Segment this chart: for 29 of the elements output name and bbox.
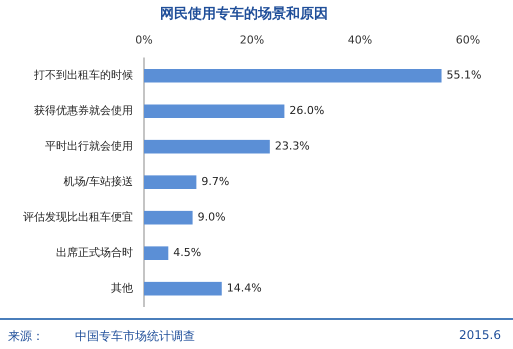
bar [144,140,270,154]
source-note: 来源： [8,328,44,345]
bar [144,68,442,83]
y-tick-label: 获得优惠券就会使用 [34,104,133,118]
chart-title: 网民使用专车的场景和原因 [160,5,328,22]
x-tick-label: 0% [135,33,153,46]
bar [144,210,193,224]
y-tick-label: 其他 [111,282,133,295]
y-tick-label: 平时出行就会使用 [45,140,133,153]
data-label: 14.4% [226,282,262,295]
data-label: 4.5% [173,246,202,260]
y-tick-label: 打不到出租车的时候 [33,68,133,82]
x-tick-label: 60% [456,33,480,46]
data-label: 26.0% [289,104,324,118]
x-tick-label: 40% [348,33,372,46]
y-tick-label: 出席正式场合时 [56,246,133,260]
y-tick-label: 评估发现比出租车便宜 [23,210,133,224]
bar [144,246,168,260]
text: 2015.6 [459,328,501,342]
data-label: 9.0% [198,210,226,224]
text: 中国专车市场统计调查 [75,328,195,345]
bar [144,175,196,189]
y-tick-label: 机场/车站接送 [63,175,133,188]
x-tick-label: 20% [240,33,264,46]
data-label: 23.3% [274,140,310,153]
data-label: 55.1% [446,68,482,82]
data-label: 9.7% [201,175,230,188]
bar [144,104,284,118]
bar [144,282,222,296]
